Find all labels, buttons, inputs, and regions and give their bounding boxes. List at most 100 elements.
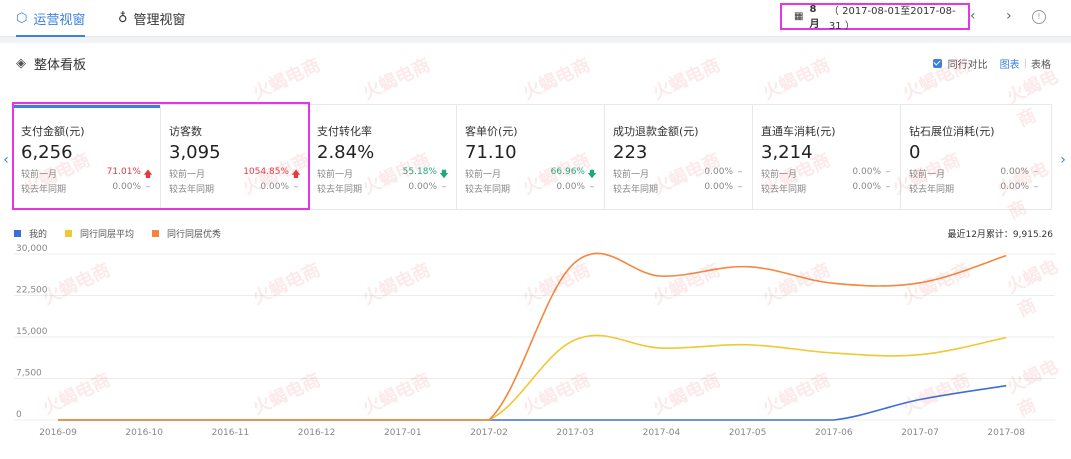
tab-management-label: 管理视窗 <box>133 12 186 28</box>
metric-card[interactable]: 成功退款金额(元) 223 较前一月 0.00% – 较去年同期 0.00% – <box>605 105 753 209</box>
metric-card[interactable]: 钻石展位消耗(元) 0 较前一月 0.00% – 较去年同期 0.00% – <box>901 105 1049 209</box>
metric-title: 访客数 <box>169 125 202 138</box>
x-tick-label: 2017-07 <box>901 428 939 438</box>
mom-label: 较前一月 <box>613 170 650 180</box>
arrow-down-icon: 🡇 <box>439 170 449 180</box>
tab-operations-view[interactable]: ⬡ 运营视窗 <box>16 0 86 37</box>
dash-icon: – <box>441 182 447 192</box>
metric-value: 0 <box>909 142 921 163</box>
metric-title: 成功退款金额(元) <box>613 125 699 138</box>
metric-mom-row: 较前一月 55.18% 🡇 <box>317 167 456 180</box>
dash-icon: – <box>737 182 743 192</box>
legend-item[interactable]: 我的 <box>14 227 47 240</box>
metric-card[interactable]: 支付转化率 2.84% 较前一月 55.18% 🡇 较去年同期 0.00% – <box>309 105 457 209</box>
metric-mom-row: 较前一月 66.96% 🡇 <box>465 167 604 180</box>
watermark-text: 火蝎电商 <box>759 54 834 105</box>
table-view-link[interactable]: 表格 <box>1031 60 1051 71</box>
prev-period-button[interactable]: ‹ <box>970 8 976 24</box>
yoy-percent: 0.00% <box>852 182 881 192</box>
yoy-percent: 0.00% <box>556 182 585 192</box>
y-tick-label: 7,500 <box>16 369 42 379</box>
metrics-next-arrow[interactable]: › <box>1060 152 1066 168</box>
peer-compare-checkbox[interactable] <box>932 59 942 68</box>
metric-card[interactable]: 访客数 3,095 较前一月 1054.85% 🡅 较去年同期 0.00% – <box>161 105 309 209</box>
metric-mom-row: 较前一月 0.00% – <box>909 167 1049 180</box>
x-tick-label: 2016-12 <box>298 428 336 438</box>
dash-icon: – <box>885 182 891 192</box>
view-separator: | <box>1023 58 1027 69</box>
x-tick-label: 2017-04 <box>643 428 681 438</box>
metric-value: 3,214 <box>761 142 813 163</box>
next-period-button[interactable]: › <box>1006 8 1012 24</box>
metric-mom-row: 较前一月 71.01% 🡅 <box>21 167 160 180</box>
legend-swatch <box>65 230 73 237</box>
tab-operations-label: 运营视窗 <box>33 12 86 28</box>
yoy-percent: 0.00% <box>704 182 733 192</box>
metric-yoy-row: 较去年同期 0.00% – <box>317 182 456 195</box>
board-title: 整体看板 <box>34 58 87 73</box>
metric-yoy-row: 较去年同期 0.00% – <box>909 182 1049 195</box>
x-tick-label: 2016-11 <box>212 428 250 438</box>
selected-card-indicator <box>13 105 160 108</box>
yoy-label: 较去年同期 <box>169 185 215 195</box>
mom-label: 较前一月 <box>465 170 502 180</box>
series-line <box>58 384 1007 421</box>
metric-card[interactable]: 直通车消耗(元) 3,214 较前一月 0.00% – 较去年同期 0.00% – <box>753 105 901 209</box>
chart-view-link[interactable]: 图表 <box>999 60 1020 71</box>
mom-percent: 0.00% <box>704 167 733 177</box>
watermark-text: 火蝎电商 <box>359 54 434 105</box>
mom-label: 较前一月 <box>761 170 798 180</box>
metric-mom-row: 较前一月 1054.85% 🡅 <box>169 167 308 180</box>
yoy-label: 较去年同期 <box>21 185 67 195</box>
mom-label: 较前一月 <box>909 170 946 180</box>
mom-label: 较前一月 <box>21 170 58 180</box>
tab-management-view[interactable]: ♁ 管理视窗 <box>118 0 186 36</box>
legend-label: 我的 <box>29 230 48 240</box>
shield-icon: ⬡ <box>16 10 28 26</box>
dash-icon: – <box>1033 167 1039 177</box>
active-tab-indicator <box>16 35 86 37</box>
watermark-text: 火蝎电商 <box>649 54 724 105</box>
peer-compare-label: 同行对比 <box>947 60 988 71</box>
total-text: 最近12月累计：9,915.26 <box>947 230 1053 240</box>
dash-icon: – <box>293 182 299 192</box>
x-tick-label: 2017-02 <box>470 428 508 438</box>
metric-title: 钻石展位消耗(元) <box>909 125 995 138</box>
arrow-up-icon: 🡅 <box>143 170 153 180</box>
x-tick-label: 2017-01 <box>384 428 422 438</box>
metric-title: 支付金额(元) <box>21 125 85 138</box>
yoy-percent: 0.00% <box>260 182 289 192</box>
watermark-text: 火蝎电商 <box>249 54 324 105</box>
yoy-label: 较去年同期 <box>613 185 659 195</box>
x-tick-label: 2017-06 <box>815 428 853 438</box>
dash-icon: – <box>737 167 743 177</box>
arrow-down-icon: 🡇 <box>587 170 597 180</box>
metric-value: 71.10 <box>465 142 517 163</box>
metric-card[interactable]: 客单价(元) 71.10 较前一月 66.96% 🡇 较去年同期 0.00% – <box>457 105 605 209</box>
metric-value: 223 <box>613 142 648 163</box>
metric-title: 客单价(元) <box>465 125 518 138</box>
mom-label: 较前一月 <box>169 170 206 180</box>
yoy-label: 较去年同期 <box>761 185 807 195</box>
legend-label: 同行同层优秀 <box>167 230 222 240</box>
mom-percent: 0.00% <box>1000 167 1029 177</box>
metric-yoy-row: 较去年同期 0.00% – <box>613 182 752 195</box>
chart-legend: 我的 同行同层平均 同行同层优秀 <box>14 227 239 240</box>
metric-mom-row: 较前一月 0.00% – <box>613 167 752 180</box>
legend-swatch <box>152 230 160 237</box>
mom-percent: 55.18% <box>402 167 437 177</box>
info-icon[interactable]: ! <box>1032 10 1046 24</box>
metric-card[interactable]: 支付金额(元) 6,256 较前一月 71.01% 🡅 较去年同期 0.00% – <box>13 105 161 209</box>
mom-percent: 0.00% <box>852 167 881 177</box>
date-range-picker[interactable]: ▦ 8月 （ 2017-08-01至2017-08-31 ） <box>780 3 970 32</box>
legend-item[interactable]: 同行同层平均 <box>65 227 134 240</box>
metric-value: 3,095 <box>169 142 221 163</box>
metrics-prev-arrow[interactable]: ‹ <box>3 152 9 168</box>
yoy-percent: 0.00% <box>1000 182 1029 192</box>
yoy-label: 较去年同期 <box>465 185 511 195</box>
series-line <box>58 252 1007 421</box>
metric-yoy-row: 较去年同期 0.00% – <box>761 182 900 195</box>
legend-item[interactable]: 同行同层优秀 <box>152 227 221 240</box>
y-tick-label: 15,000 <box>16 327 48 337</box>
x-tick-label: 2017-03 <box>556 428 594 438</box>
